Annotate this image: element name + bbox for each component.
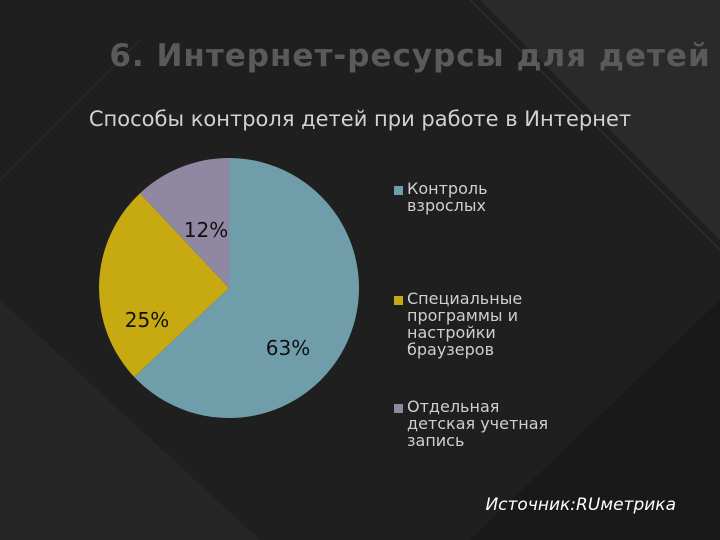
- legend-swatch-1: [394, 186, 403, 195]
- pie-label-1: 63%: [266, 336, 310, 360]
- chart-subtitle: Способы контроля детей при работе в Инте…: [88, 107, 632, 131]
- legend-swatch-3: [394, 404, 403, 413]
- legend-item-3: Отдельная детская учетная запись: [394, 398, 557, 449]
- pie-slice-2: [99, 193, 229, 377]
- legend-label-3: Отдельная детская учетная запись: [407, 397, 549, 450]
- legend-item-1: Контроль взрослых: [394, 180, 557, 214]
- source-note: Источник:RUметрика: [485, 495, 676, 515]
- pie-label-2: 25%: [125, 308, 169, 332]
- slide-title: 6. Интернет-ресурсы для детей: [109, 38, 711, 74]
- legend-item-2: Специальные программы и настройки браузе…: [394, 290, 557, 358]
- pie-label-3: 12%: [184, 218, 228, 242]
- legend-label-2: Специальные программы и настройки браузе…: [407, 289, 523, 359]
- legend-label-1: Контроль взрослых: [407, 179, 488, 215]
- pie-slice-1: [134, 158, 359, 418]
- pie-slice-3: [140, 158, 229, 288]
- legend-swatch-2: [394, 296, 403, 305]
